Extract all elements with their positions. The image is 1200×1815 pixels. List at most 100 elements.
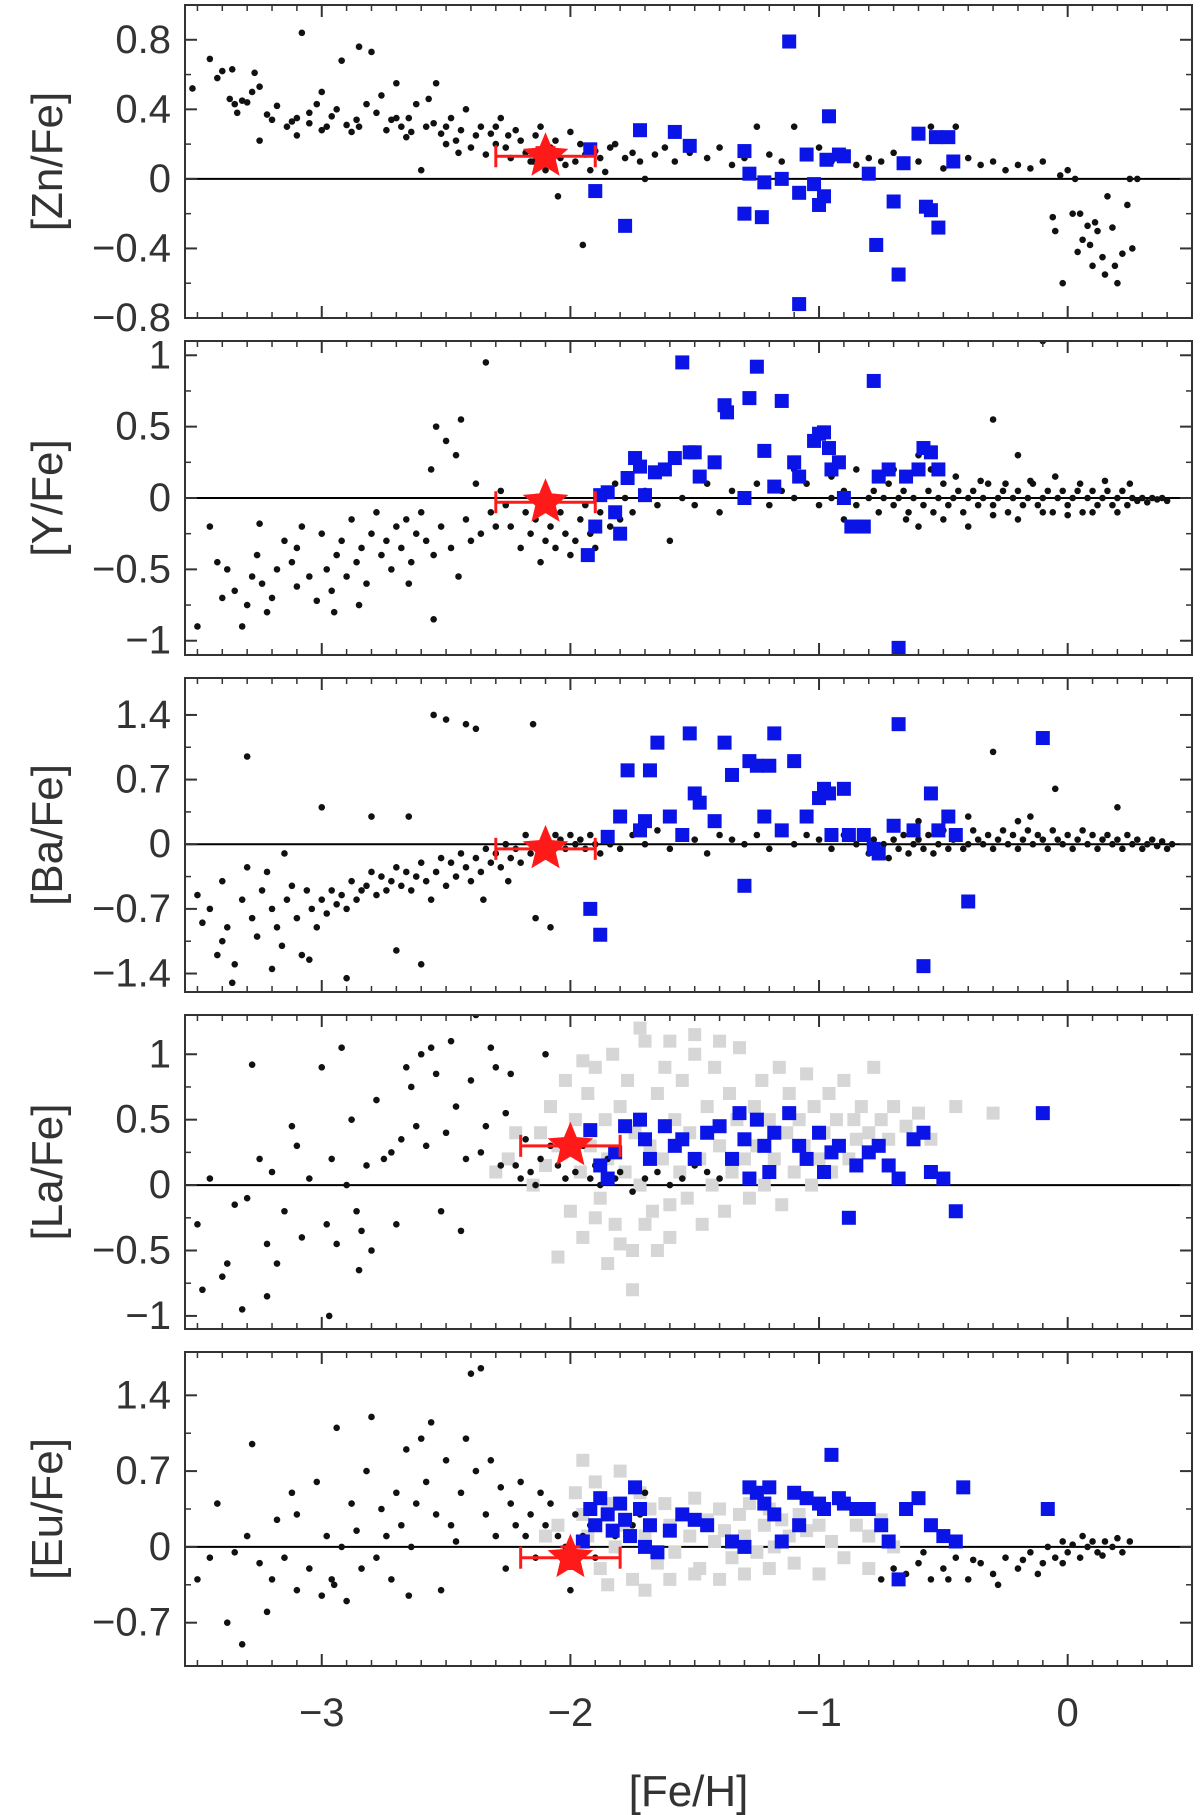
blue-square-point [620,471,635,486]
field-star-point [1084,840,1091,848]
blue-square-point [593,1491,608,1506]
blue-square-point [849,1502,864,1516]
blue-square-point [749,758,764,773]
field-star-point [256,1559,263,1567]
gray-square-point [601,1257,615,1271]
field-star-point [517,1478,524,1486]
blue-square-point [923,1165,938,1179]
field-star-point [405,1592,413,1599]
blue-square-point [956,1480,971,1495]
field-star-point [572,537,579,545]
blue-square-point [580,548,595,563]
field-star-point [487,1456,495,1464]
blue-square-point [1040,1502,1055,1516]
field-star-point [231,1201,239,1209]
field-star-point [895,494,902,502]
field-star-point [206,1175,214,1182]
field-star-point [348,516,355,523]
field-star-point [989,1570,997,1578]
field-star-point [462,864,470,871]
field-star-point [293,114,301,122]
field-star-point [959,845,967,853]
blue-square-point [588,184,603,199]
field-star-point [596,508,604,516]
blue-square-point [593,1158,608,1173]
field-star-point [616,1168,624,1176]
blue-square-point [866,373,881,388]
field-star-point [999,827,1007,834]
field-star-point [318,1592,326,1599]
field-star-point [1153,496,1161,503]
field-star-point [537,558,544,566]
field-star-point [930,508,937,516]
field-star-point [467,144,475,151]
field-star-point [1034,831,1042,839]
field-star-point [268,594,276,602]
field-star-point [562,1175,569,1182]
field-star-point [1074,487,1081,495]
blue-square-point [687,445,702,460]
field-star-point [243,864,251,871]
field-star-point [199,1286,206,1294]
field-star-point [293,583,301,590]
blue-square-point [841,1210,856,1225]
field-star-point [378,873,385,880]
gray-square-point [593,1191,607,1205]
blue-square-point [881,1158,896,1173]
field-star-point [1079,236,1086,244]
field-star-point [497,864,505,871]
field-star-point [238,97,246,104]
field-star-point [288,1489,296,1497]
field-star-point [452,1103,460,1110]
gray-square-point [588,1475,602,1489]
field-star-point [293,914,301,922]
blue-square-point [899,1502,914,1516]
field-star-point [1101,477,1109,485]
blue-square-point [583,901,598,916]
blue-square-point [886,818,901,833]
field-star-point [492,523,500,530]
blue-square-point [824,828,839,842]
gray-square-point [757,1518,771,1532]
panel-plot-area [185,1015,1192,1320]
field-star-point [954,487,962,495]
field-star-point [885,480,892,488]
y-axis-title: [Y/Fe] [23,439,72,556]
field-star-point [328,587,335,595]
field-star-point [1133,836,1141,843]
gray-square-point [683,1529,697,1543]
field-star-point [989,748,997,756]
field-star-point [430,551,437,559]
field-star-point [1002,1554,1009,1562]
field-star-point [1059,1538,1067,1545]
blue-square-point [637,1539,652,1554]
blue-square-point [737,206,752,221]
blue-square-point [717,735,732,750]
blue-square-point [588,1518,603,1533]
field-star-point [547,1500,554,1507]
field-star-point [393,1221,400,1228]
field-star-point [853,466,860,473]
blue-square-point [787,754,802,769]
gray-square-point [812,1152,826,1166]
field-star-point [313,924,321,931]
field-star-point [338,1543,345,1551]
field-star-point [492,123,500,131]
gray-square-point [650,1244,664,1257]
field-star-point [1014,1565,1022,1572]
field-star-point [492,1532,500,1540]
field-star-point [532,914,539,922]
gray-square-point [576,1453,590,1467]
field-star-point [442,140,450,148]
field-star-point [263,868,271,876]
field-star-point [999,487,1007,495]
gray-square-point [650,1087,664,1100]
field-star-point [1111,262,1119,270]
field-star-point [206,1554,214,1562]
blue-square-point [831,455,846,470]
field-star-point [427,1044,435,1052]
field-star-point [557,508,564,516]
field-star-point [373,1096,380,1104]
field-star-point [253,933,261,940]
field-star-point [442,882,450,890]
